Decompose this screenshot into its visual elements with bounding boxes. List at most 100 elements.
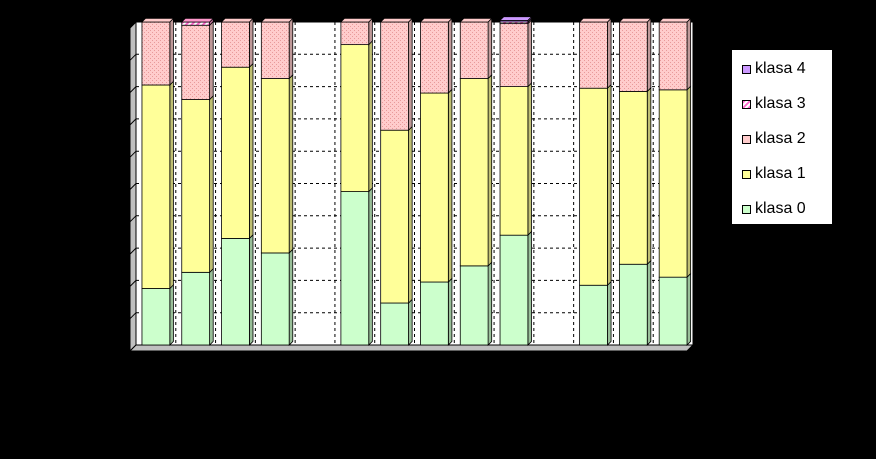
bar-segment-klasa-1 [459, 78, 489, 267]
bar-side-klasa-0 [209, 267, 214, 346]
bar-side-klasa-0 [408, 298, 413, 346]
bar-segment-klasa-2 [141, 21, 171, 86]
legend-swatch [742, 169, 751, 179]
bar-side-klasa-1 [607, 83, 612, 287]
legend-label: klasa 4 [755, 60, 806, 77]
bar-segment-klasa-3 [181, 21, 211, 26]
bar-segment-klasa-2 [380, 21, 409, 131]
bar-side-klasa-0 [169, 283, 174, 346]
bar-segment-klasa-0 [618, 263, 648, 346]
wall-tick [129, 312, 137, 320]
bar-top [220, 17, 254, 23]
bar-side-klasa-0 [368, 187, 373, 346]
wall-tick [129, 118, 137, 126]
bar-segment-klasa-2 [579, 21, 608, 89]
bar-side-klasa-1 [686, 85, 692, 279]
bar-segment-klasa-0 [181, 271, 211, 346]
bar-side-klasa-1 [368, 40, 373, 193]
legend-item: klasa 1 [742, 164, 806, 184]
bar-segment-klasa-1 [420, 92, 449, 283]
bar-side-klasa-2 [368, 17, 373, 46]
bar-segment-klasa-2 [499, 23, 529, 88]
bar-segment-klasa-1 [181, 99, 211, 273]
bar-side-klasa-0 [607, 280, 612, 346]
bar-segment-klasa-2 [260, 21, 290, 79]
bar-side-klasa-2 [169, 17, 174, 86]
bar-segment-klasa-2 [181, 24, 211, 100]
bar-side-klasa-0 [686, 272, 692, 346]
bar-segment-klasa-2 [420, 21, 449, 94]
bar-top [499, 16, 533, 21]
bar-side-klasa-2 [209, 20, 214, 101]
bar-side-klasa-2 [527, 19, 532, 88]
bar-segment-klasa-2 [221, 21, 250, 68]
bar-top [141, 17, 175, 23]
bar-segment-klasa-0 [260, 252, 290, 346]
bar-segment-klasa-0 [380, 302, 409, 346]
legend-swatch [742, 134, 751, 144]
bar-top [459, 17, 493, 23]
bar-segment-klasa-0 [141, 288, 171, 346]
bar-side-klasa-1 [209, 94, 214, 274]
bar-side-klasa-2 [248, 17, 254, 69]
bar-side-klasa-0 [646, 259, 652, 346]
bar-segment-klasa-2 [618, 21, 648, 92]
legend-item: klasa 0 [742, 199, 806, 219]
bar-side-klasa-1 [169, 80, 174, 290]
legend-item: klasa 4 [742, 59, 806, 79]
bar-segment-klasa-0 [658, 276, 688, 346]
bar-side-klasa-1 [288, 73, 294, 254]
bar-segment-klasa-1 [658, 89, 688, 278]
legend-label: klasa 1 [755, 165, 806, 182]
legend-item: klasa 3 [742, 94, 806, 114]
bar-segment-klasa-0 [459, 265, 489, 346]
bar-segment-klasa-0 [340, 191, 370, 346]
legend-label: klasa 3 [755, 95, 806, 112]
bar-side-klasa-1 [487, 73, 493, 267]
bar-segment-klasa-1 [579, 87, 608, 286]
wall-tick [129, 86, 137, 93]
bar-segment-klasa-1 [618, 91, 648, 265]
legend-swatch [742, 64, 751, 74]
legend-label: klasa 2 [755, 130, 806, 147]
bar-top [180, 17, 215, 23]
floor [128, 344, 695, 352]
bar-segment-klasa-1 [340, 44, 370, 192]
bar-segment-klasa-1 [499, 86, 529, 236]
bar-top [419, 17, 453, 23]
bar-top [578, 17, 613, 23]
bar-segment-klasa-2 [340, 21, 370, 46]
wall-tick [129, 247, 137, 255]
wall-tick [129, 150, 137, 158]
bar-top [339, 17, 374, 23]
bar-top [260, 17, 294, 23]
bar-side-klasa-0 [487, 261, 493, 346]
bar-top [379, 17, 414, 23]
bar-side-klasa-0 [288, 248, 294, 346]
wall-tick [129, 215, 137, 223]
bar-segment-klasa-2 [658, 21, 688, 91]
wall-tick [129, 280, 137, 287]
bar-side-klasa-0 [527, 230, 532, 346]
legend: klasa 4 klasa 3 klasa 2 klasa 1 klasa 0 [731, 49, 833, 225]
bar-side-klasa-1 [248, 62, 254, 240]
bar-segment-klasa-0 [221, 238, 250, 346]
bar-side-klasa-2 [646, 17, 652, 93]
bar-segment-klasa-0 [420, 281, 449, 346]
bar-side-klasa-1 [408, 125, 413, 304]
bar-side-klasa-1 [447, 88, 453, 283]
bar-side-klasa-0 [248, 233, 254, 346]
bar-segment-klasa-2 [459, 21, 489, 79]
legend-label: klasa 0 [755, 200, 806, 217]
bar-side-klasa-0 [447, 277, 453, 346]
bar-segment-klasa-1 [141, 84, 171, 289]
legend-swatch [742, 99, 751, 109]
legend-swatch [742, 204, 751, 214]
bar-segment-klasa-1 [380, 129, 409, 304]
wall-tick [129, 183, 137, 190]
bar-segment-klasa-0 [579, 284, 608, 346]
legend-item: klasa 2 [742, 129, 806, 149]
bar-top [658, 17, 692, 23]
